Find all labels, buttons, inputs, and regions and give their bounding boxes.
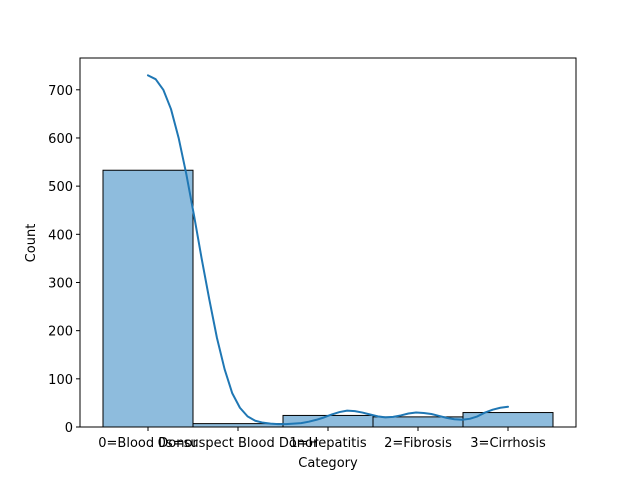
x-tick-label-0: 0=Blood Donor (98, 436, 198, 451)
y-tick-label-1: 100 (48, 373, 73, 388)
bar-4 (462, 412, 554, 428)
x-tick-label-2: 1=Hepatitis (289, 436, 367, 451)
y-tick-label-7: 700 (48, 84, 73, 99)
y-tick-label-0: 0 (65, 421, 73, 436)
x-axis-label: Category (298, 456, 358, 471)
y-tick-label-4: 400 (48, 228, 73, 243)
bar-2 (282, 414, 374, 428)
y-tick-label-5: 500 (48, 180, 73, 195)
bars-group (102, 169, 554, 428)
y-tick-label-3: 300 (48, 276, 73, 291)
bar-0 (102, 169, 194, 428)
x-tick-label-1: 0s=suspect Blood Donor (158, 436, 319, 451)
y-axis-label: Count (24, 224, 39, 263)
x-tick-label-4: 3=Cirrhosis (470, 436, 546, 451)
y-ticks-group: 0 100 200 300 400 500 600 700 (48, 84, 80, 436)
kde-line (147, 74, 509, 426)
y-tick-label-2: 200 (48, 325, 73, 340)
x-tick-label-3: 2=Fibrosis (384, 436, 452, 451)
y-tick-label-6: 600 (48, 132, 73, 147)
